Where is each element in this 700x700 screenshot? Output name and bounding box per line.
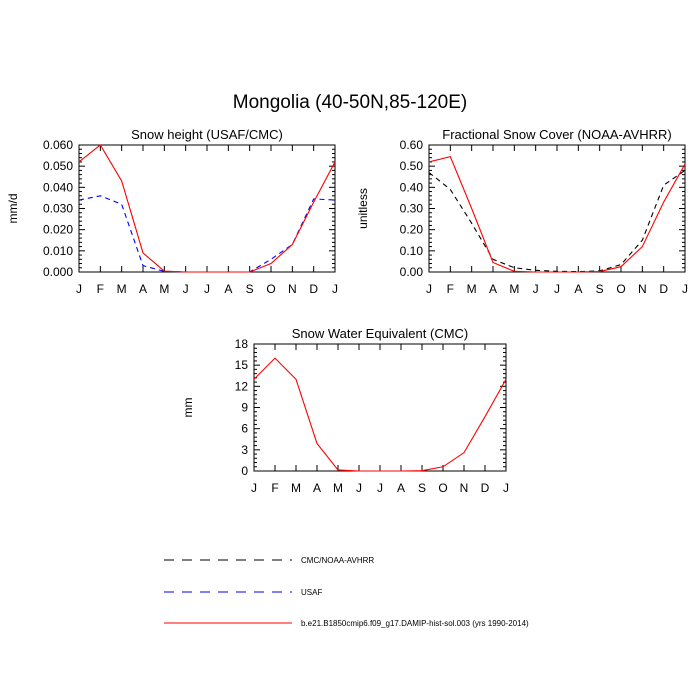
series-line — [78, 144, 336, 273]
x-tick-label: N — [638, 282, 647, 296]
x-tick-label: A — [224, 282, 232, 296]
y-axis-label: mm/d — [6, 194, 20, 224]
y-tick-label: 0.000 — [43, 265, 73, 279]
page-title: Mongolia (40-50N,85-120E) — [232, 92, 468, 113]
y-tick-label: 0.030 — [43, 202, 73, 216]
series-line — [428, 155, 686, 273]
y-tick-label: 18 — [235, 337, 249, 351]
plot-frame — [253, 343, 507, 472]
y-tick-label: 0.60 — [400, 138, 424, 152]
x-tick-label: A — [489, 282, 497, 296]
x-tick-label: A — [574, 282, 582, 296]
y-tick-label: 0.020 — [43, 223, 73, 237]
x-tick-label: J — [332, 282, 338, 296]
y-tick-label: 0.30 — [400, 202, 424, 216]
x-tick-label: A — [397, 481, 405, 495]
chart-title: Fractional Snow Cover (NOAA-AVHRR) — [442, 127, 671, 142]
x-tick-label: J — [503, 481, 509, 495]
y-axis-label: unitless — [356, 188, 370, 229]
x-tick-label: F — [271, 481, 278, 495]
chart-snow-water-equivalent: Snow Water Equivalent (CMC) mm 0 3 6 9 12 15 18 J… — [181, 326, 509, 495]
x-tick-label: J — [356, 481, 362, 495]
legend-label: USAF — [301, 588, 322, 597]
x-tick-label: J — [76, 282, 82, 296]
series-line — [428, 169, 686, 273]
y-tick-label: 6 — [241, 422, 248, 436]
x-tick-label: J — [251, 481, 257, 495]
x-tick-label: N — [460, 481, 469, 495]
x-tick-label: J — [554, 282, 560, 296]
chart-snow-height: Snow height (USAF/CMC) mm/d 0.000 0.010 0.02… — [6, 127, 338, 296]
x-tick-label: S — [246, 282, 254, 296]
x-tick-label: M — [159, 282, 169, 296]
x-tick-label: A — [139, 282, 147, 296]
x-tick-label: A — [313, 481, 321, 495]
x-tick-label: S — [418, 481, 426, 495]
x-tick-label: D — [481, 481, 490, 495]
x-tick-label: O — [438, 481, 447, 495]
legend-label: b.e21.B1850cmip6.f09_g17.DAMIP-hist-sol.… — [301, 619, 529, 628]
y-tick-label: 3 — [241, 443, 248, 457]
x-tick-label: S — [596, 282, 604, 296]
y-tick-label: 0.050 — [43, 159, 73, 173]
x-tick-label: J — [682, 282, 688, 296]
legend-label: CMC/NOAA-AVHRR — [301, 556, 374, 565]
x-tick-label: J — [183, 282, 189, 296]
x-tick-label: F — [97, 282, 104, 296]
chart-title: Snow height (USAF/CMC) — [131, 127, 283, 142]
y-tick-label: 0.060 — [43, 138, 73, 152]
x-tick-label: D — [309, 282, 318, 296]
x-tick-label: M — [467, 282, 477, 296]
x-tick-label: O — [266, 282, 275, 296]
y-tick-label: 0.10 — [400, 244, 424, 258]
y-tick-label: 9 — [241, 401, 248, 415]
plot-frame — [428, 144, 686, 273]
plot-frame — [78, 144, 336, 273]
x-tick-label: N — [288, 282, 297, 296]
x-tick-label: J — [426, 282, 432, 296]
x-tick-label: M — [117, 282, 127, 296]
x-tick-label: O — [616, 282, 625, 296]
y-tick-label: 0.00 — [400, 265, 424, 279]
chart-fractional-snow-cover: Fractional Snow Cover (NOAA-AVHRR) unitle… — [356, 127, 688, 296]
chart-title: Snow Water Equivalent (CMC) — [292, 326, 469, 341]
y-tick-label: 12 — [235, 379, 249, 393]
x-tick-label: J — [204, 282, 210, 296]
x-tick-label: F — [447, 282, 454, 296]
y-tick-label: 0.20 — [400, 223, 424, 237]
x-tick-label: J — [377, 481, 383, 495]
x-tick-label: M — [333, 481, 343, 495]
y-tick-label: 0.50 — [400, 159, 424, 173]
series-line — [253, 357, 507, 472]
x-tick-label: M — [291, 481, 301, 495]
y-axis-label: mm — [181, 398, 195, 418]
y-tick-label: 0.010 — [43, 244, 73, 258]
y-tick-label: 0 — [241, 464, 248, 478]
x-tick-label: D — [659, 282, 668, 296]
y-tick-label: 0.040 — [43, 180, 73, 194]
series-line — [78, 195, 336, 273]
y-tick-label: 0.40 — [400, 180, 424, 194]
x-tick-label: M — [509, 282, 519, 296]
x-tick-label: J — [533, 282, 539, 296]
y-tick-label: 15 — [235, 358, 249, 372]
